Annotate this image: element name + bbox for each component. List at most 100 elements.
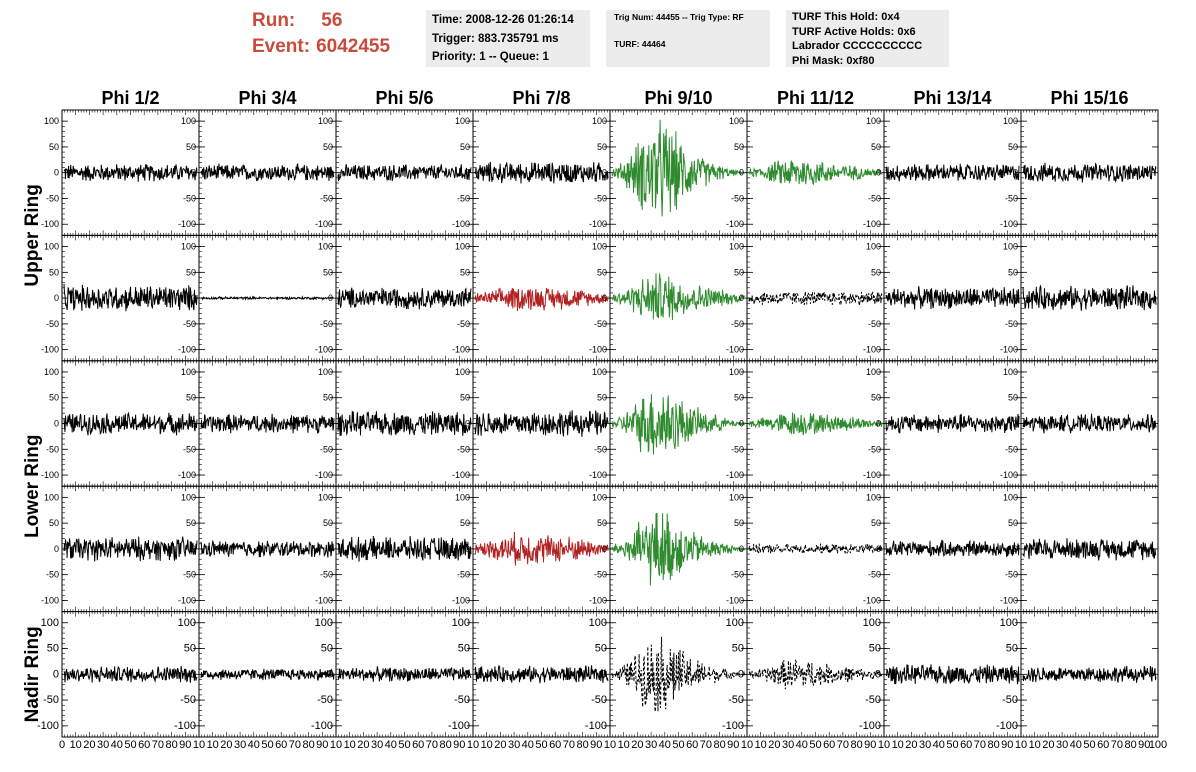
y-tick-label: -100 xyxy=(863,345,881,355)
turf-active-holds-text: TURF Active Holds: 0x6 xyxy=(792,25,949,40)
y-tick-label: -50 xyxy=(180,694,196,706)
y-tick-label: -100 xyxy=(726,470,744,480)
y-tick-label: -100 xyxy=(311,720,333,732)
y-tick-label: -100 xyxy=(726,595,744,605)
y-tick-label: 100 xyxy=(866,242,881,252)
y-tick-label: 0 xyxy=(464,668,470,680)
waveform-trace xyxy=(201,295,335,301)
y-tick-label: 0 xyxy=(1013,168,1018,178)
y-tick-label: 0 xyxy=(1013,544,1018,554)
waveform-trace xyxy=(611,119,746,217)
y-tick-label: 100 xyxy=(592,492,607,502)
y-tick-label: -50 xyxy=(46,570,59,580)
phi-column-title: Phi 3/4 xyxy=(238,88,296,108)
y-tick-label: -50 xyxy=(731,319,744,329)
y-tick-label: 50 xyxy=(323,267,333,277)
waveform-trace xyxy=(63,411,198,436)
y-tick-label: 50 xyxy=(186,142,196,152)
y-tick-label: 50 xyxy=(597,142,607,152)
waveform-trace xyxy=(200,539,335,558)
y-tick-label: 100 xyxy=(1003,242,1018,252)
y-tick-label: -50 xyxy=(183,570,196,580)
waveform-trace xyxy=(1022,413,1157,434)
y-tick-label: -100 xyxy=(448,720,470,732)
y-tick-label: -50 xyxy=(868,319,881,329)
waveform-trace xyxy=(748,160,883,186)
y-tick-label: 50 xyxy=(186,267,196,277)
y-tick-label: 0 xyxy=(465,168,470,178)
y-tick-label: -50 xyxy=(43,694,59,706)
y-tick-label: 0 xyxy=(328,168,333,178)
y-tick-label: 50 xyxy=(734,393,744,403)
waveform-trace xyxy=(885,539,1020,558)
y-tick-label: -100 xyxy=(863,595,881,605)
y-tick-label: 0 xyxy=(1013,419,1018,429)
y-tick-label: -50 xyxy=(594,444,607,454)
y-tick-label: 100 xyxy=(729,492,744,502)
y-tick-label: -50 xyxy=(731,444,744,454)
y-tick-label: -50 xyxy=(457,444,470,454)
event-label: Event: xyxy=(252,36,310,57)
y-tick-label: 100 xyxy=(318,367,333,377)
y-tick-label: 0 xyxy=(876,293,881,303)
y-tick-label: 0 xyxy=(876,544,881,554)
y-tick-label: -100 xyxy=(315,219,333,229)
y-tick-label: -50 xyxy=(1005,444,1018,454)
time-text: Time: 2008-12-26 01:26:14 xyxy=(432,11,590,30)
y-tick-label: 50 xyxy=(460,142,470,152)
labrador-text: Labrador CCCCCCCCCC xyxy=(792,39,949,54)
y-tick-label: 50 xyxy=(1008,393,1018,403)
y-tick-label: -50 xyxy=(320,444,333,454)
y-tick-label: 100 xyxy=(452,617,470,629)
y-tick-label: 50 xyxy=(186,393,196,403)
y-tick-label: -100 xyxy=(1000,470,1018,480)
y-tick-label: 0 xyxy=(739,293,744,303)
waveform-trace xyxy=(474,287,609,312)
y-tick-label: -50 xyxy=(1005,193,1018,203)
y-tick-label: -100 xyxy=(452,345,470,355)
y-tick-label: 100 xyxy=(178,617,196,629)
y-tick-label: 100 xyxy=(181,116,196,126)
y-tick-label: 50 xyxy=(49,393,59,403)
phi-column-title: Phi 15/16 xyxy=(1050,88,1128,108)
waveform-trace xyxy=(1022,284,1157,311)
phi-column-title: Phi 5/6 xyxy=(375,88,433,108)
y-tick-label: -100 xyxy=(863,219,881,229)
y-tick-label: 100 xyxy=(592,367,607,377)
y-tick-label: -100 xyxy=(726,219,744,229)
y-tick-label: -50 xyxy=(320,319,333,329)
y-tick-label: -100 xyxy=(315,345,333,355)
y-tick-label: 0 xyxy=(876,419,881,429)
y-tick-label: 50 xyxy=(321,643,333,655)
waveform-trace xyxy=(474,531,609,566)
y-tick-label: 100 xyxy=(592,242,607,252)
y-tick-label: 50 xyxy=(597,267,607,277)
waveform-trace xyxy=(885,163,1020,182)
y-tick-label: 50 xyxy=(871,518,881,528)
y-tick-label: 0 xyxy=(54,544,59,554)
y-tick-label: 100 xyxy=(455,242,470,252)
y-tick-label: 50 xyxy=(460,393,470,403)
y-tick-label: -100 xyxy=(37,720,59,732)
y-tick-label: -50 xyxy=(731,570,744,580)
phi-column-title: Phi 13/14 xyxy=(913,88,991,108)
waveform-trace xyxy=(337,164,472,182)
y-tick-label: -100 xyxy=(589,219,607,229)
y-tick-label: 100 xyxy=(455,367,470,377)
y-tick-label: 100 xyxy=(181,242,196,252)
y-tick-label: 100 xyxy=(1003,116,1018,126)
waveform-trace xyxy=(885,286,1020,310)
y-tick-label: 0 xyxy=(739,419,744,429)
y-tick-label: -100 xyxy=(452,470,470,480)
y-tick-label: -50 xyxy=(46,193,59,203)
y-tick-label: -50 xyxy=(594,570,607,580)
y-tick-label: -50 xyxy=(868,193,881,203)
y-tick-label: 100 xyxy=(315,617,333,629)
y-tick-label: -50 xyxy=(183,444,196,454)
phi-column-title: Phi 7/8 xyxy=(512,88,570,108)
waveform-trace xyxy=(200,163,335,182)
run-value: 56 xyxy=(321,8,342,34)
y-tick-label: 50 xyxy=(1008,518,1018,528)
y-tick-label: -100 xyxy=(863,470,881,480)
